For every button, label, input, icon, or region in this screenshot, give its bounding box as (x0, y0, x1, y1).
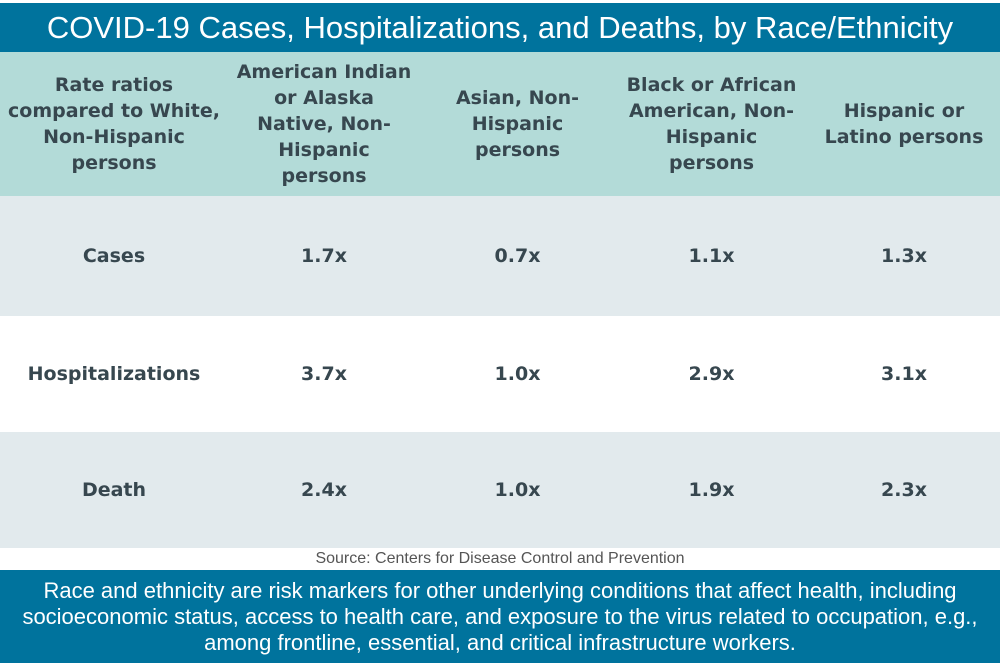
row-label: Cases (0, 196, 228, 316)
title-bar: COVID-19 Cases, Hospitalizations, and De… (0, 3, 1000, 52)
column-header: American Indian or Alaska Native, Non-Hi… (228, 52, 420, 196)
table-cell: 1.0x (420, 432, 615, 548)
table-cell: 2.9x (615, 316, 808, 432)
table-cell: 3.1x (808, 316, 1000, 432)
row-label: Hospitalizations (0, 316, 228, 432)
table-cell: 2.4x (228, 432, 420, 548)
table-cell: 2.3x (808, 432, 1000, 548)
footnote-bar: Race and ethnicity are risk markers for … (0, 570, 1000, 663)
column-header: Black or African American, Non-Hispanic … (615, 52, 808, 196)
table-cell: 1.9x (615, 432, 808, 548)
table-cell: 1.0x (420, 316, 615, 432)
table-cell: 3.7x (228, 316, 420, 432)
source-note: Source: Centers for Disease Control and … (315, 550, 685, 567)
rate-ratio-table: Rate ratios compared to White, Non-Hispa… (0, 52, 1000, 548)
table-cell: 1.7x (228, 196, 420, 316)
column-header: Asian, Non-Hispanic persons (420, 52, 615, 196)
table-cell: 1.3x (808, 196, 1000, 316)
table-cell: 0.7x (420, 196, 615, 316)
column-header: Hispanic or Latino persons (808, 52, 1000, 196)
row-label: Death (0, 432, 228, 548)
table-cell: 1.1x (615, 196, 808, 316)
column-header: Rate ratios compared to White, Non-Hispa… (0, 52, 228, 196)
